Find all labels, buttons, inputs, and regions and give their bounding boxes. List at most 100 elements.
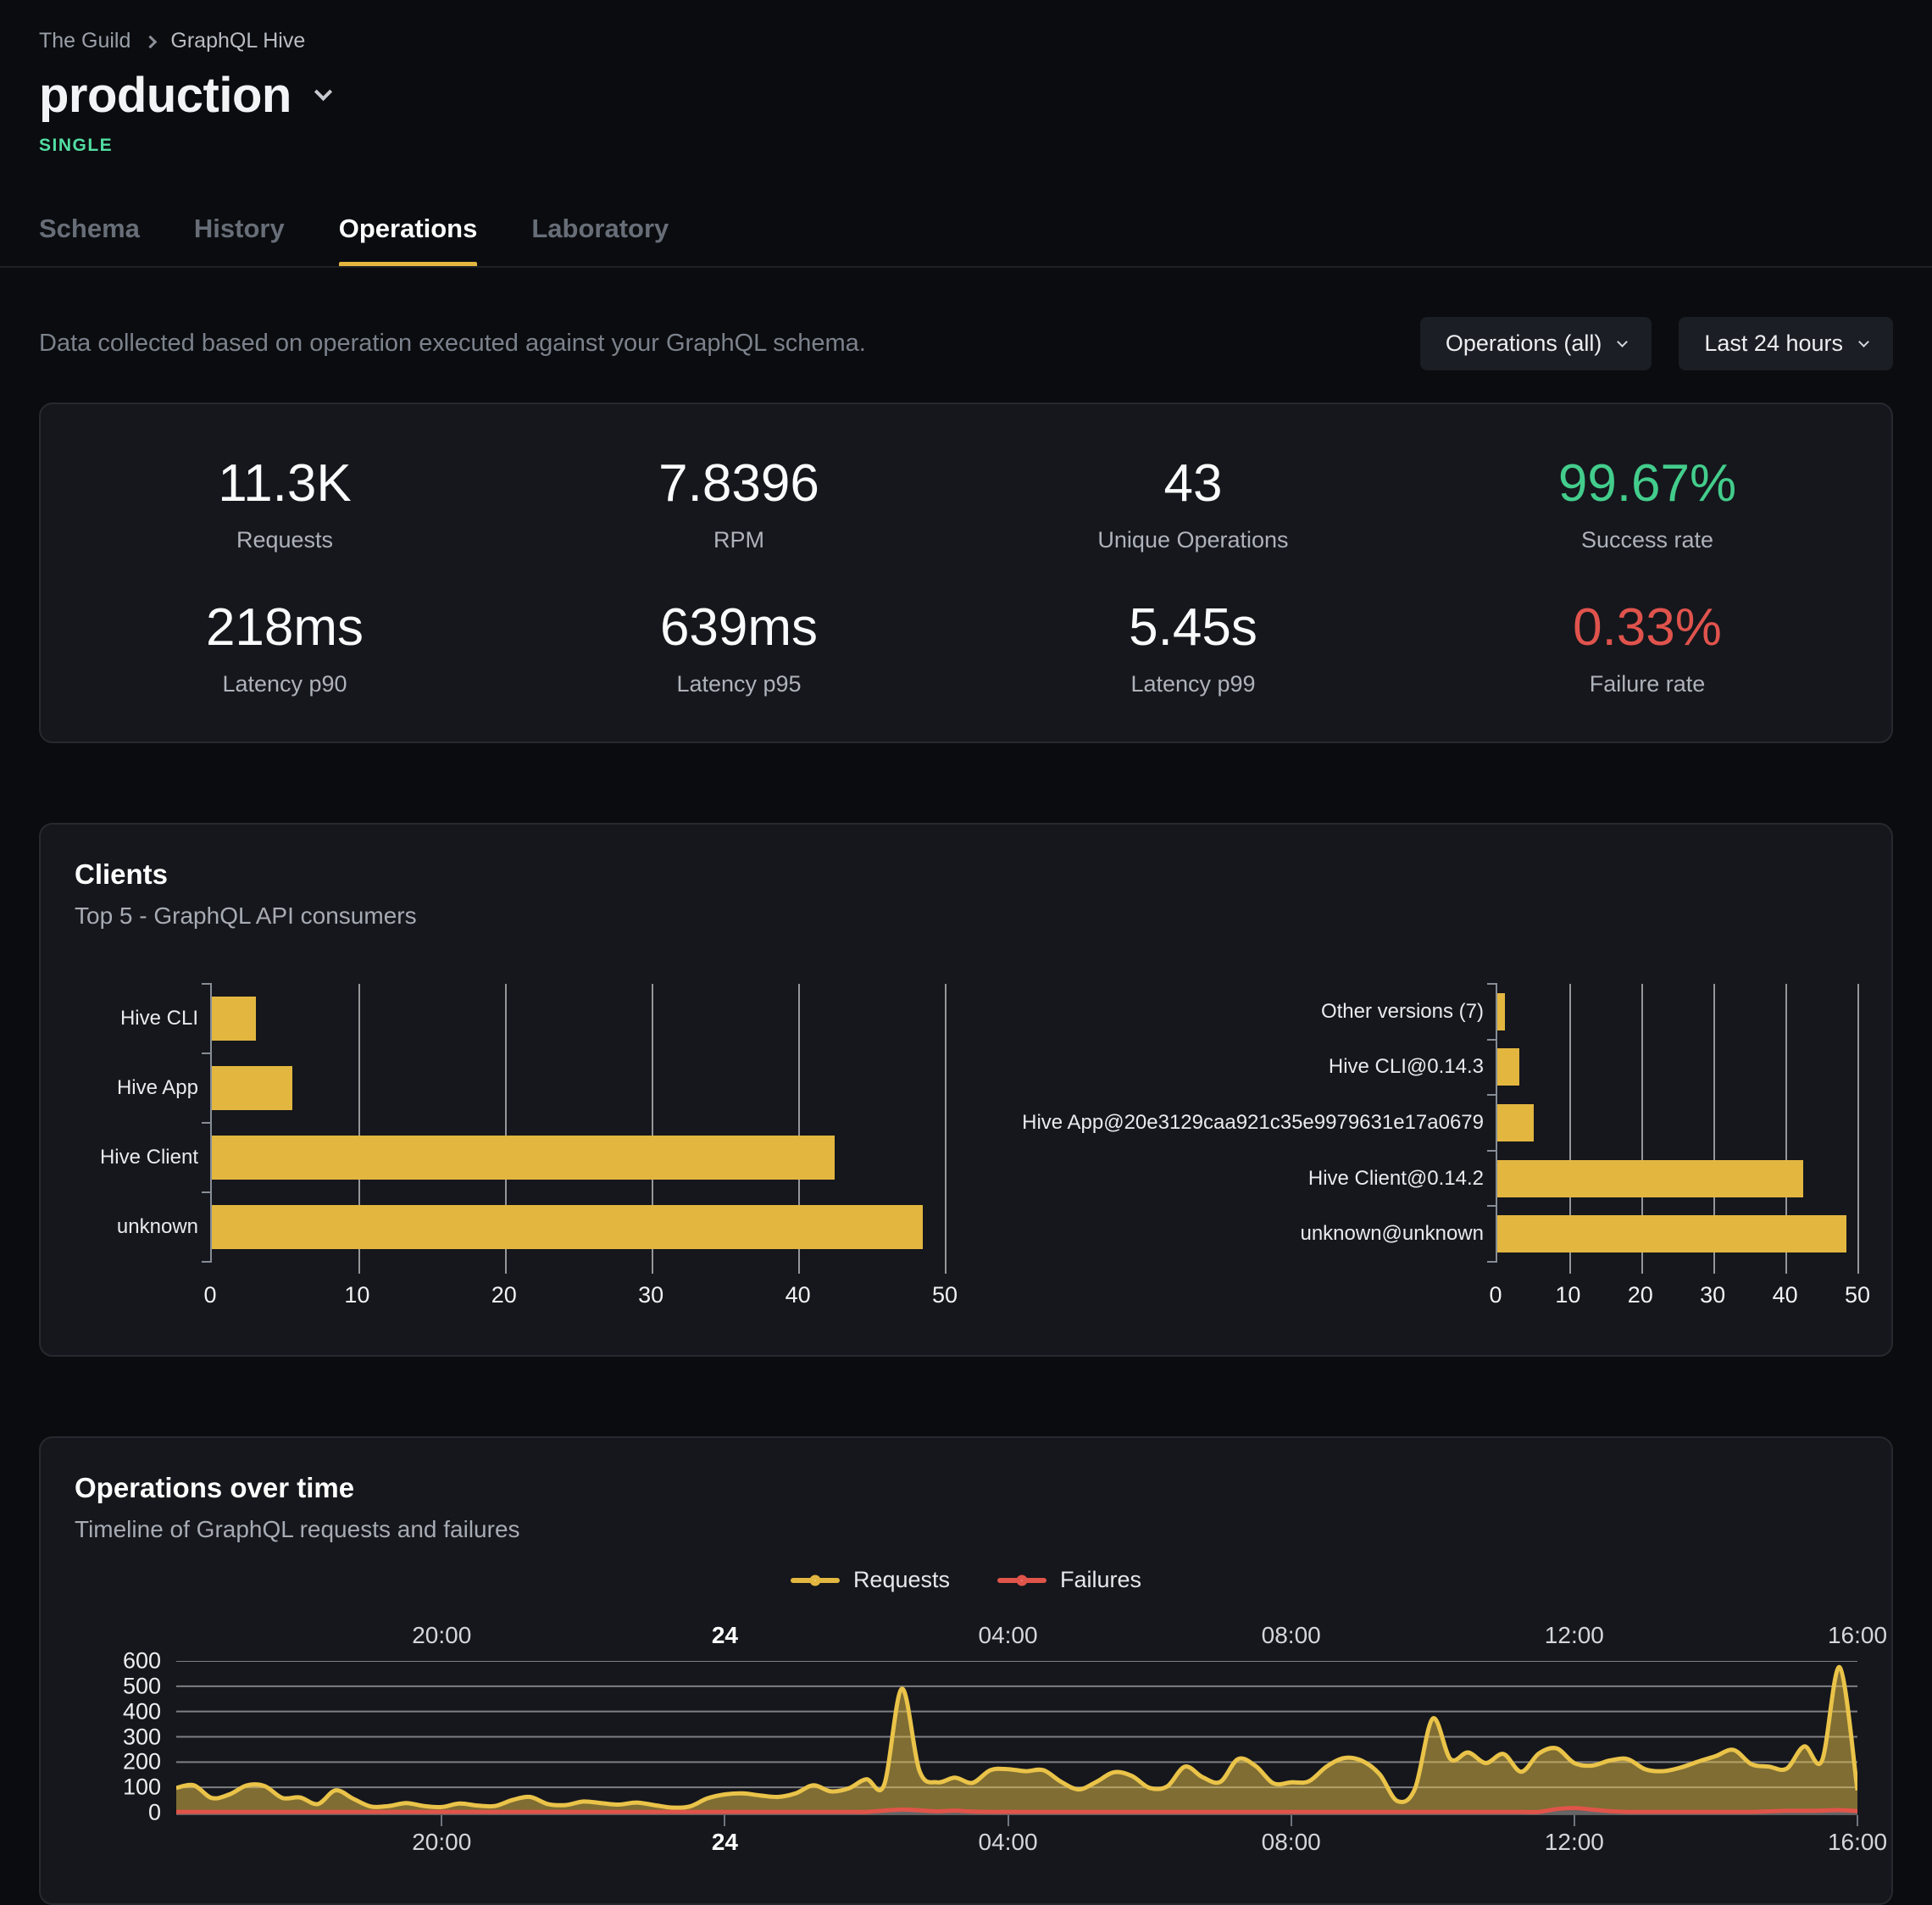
clients-card-title: Clients <box>75 858 169 890</box>
bar-axis-tick-label: 20 <box>491 1282 517 1308</box>
stat-label: Unique Operations <box>1097 527 1289 553</box>
bar-category-label: Other versions (7) <box>1320 999 1484 1023</box>
legend-label: Failures <box>1060 1567 1142 1592</box>
tab-bar: Schema History Operations Laboratory <box>39 214 1893 268</box>
collection-description: Data collected based on operation execut… <box>39 330 866 357</box>
tab-schema[interactable]: Schema <box>39 214 140 243</box>
bar <box>212 1205 924 1249</box>
x-axis-label-top: 24 <box>711 1622 738 1648</box>
stat-unique-operations: 43 Unique Operations <box>966 453 1420 553</box>
timeline-plot <box>176 1661 1857 1815</box>
requests-series-area <box>176 1667 1857 1815</box>
stat-value: 639ms <box>659 598 819 657</box>
bar-gridline <box>945 984 947 1274</box>
timeline-legend: Requests Failures <box>75 1567 1857 1593</box>
timeline-bottom-axis: 20:00 24 04:00 08:00 12:00 16:00 <box>176 1815 1887 1869</box>
breadcrumb-org[interactable]: The Guild <box>39 29 131 53</box>
stats-summary-card: 11.3K Requests 7.8396 RPM 43 Unique Operation… <box>39 403 1893 743</box>
bar-gridline <box>358 984 360 1274</box>
page-title: production <box>39 68 291 123</box>
legend-item-requests[interactable]: Requests <box>790 1567 951 1593</box>
tab-laboratory[interactable]: Laboratory <box>531 214 669 243</box>
bar-category-label: Hive CLI <box>119 1007 198 1030</box>
time-range-value: Last 24 hours <box>1704 330 1843 356</box>
bar-category-tick <box>1487 1261 1497 1263</box>
bar-axis-tick-label: 10 <box>344 1282 370 1308</box>
x-axis-label-bottom: 12:00 <box>1544 1829 1604 1855</box>
bar-category-tick <box>202 1052 212 1054</box>
bar-rows <box>1497 984 1857 1262</box>
legend-ring <box>809 1575 821 1586</box>
bar-category-label: Hive App <box>116 1076 198 1099</box>
bar-row <box>1497 1040 1857 1096</box>
graphql-hive-operations-page: The Guild GraphQL Hive production SINGLE… <box>0 0 1932 268</box>
x-axis-tick <box>441 1815 443 1826</box>
stat-label: Failure rate <box>1589 671 1706 697</box>
bar-row <box>212 1192 945 1262</box>
tab-operations[interactable]: Operations <box>338 214 477 268</box>
bar-gridline <box>798 984 800 1274</box>
bar-category-label: Hive CLI@0.14.3 <box>1328 1055 1484 1079</box>
operations-filter-value: Operations (all) <box>1445 330 1602 356</box>
time-range-dropdown[interactable]: Last 24 hours <box>1679 317 1893 370</box>
bar-axis-tick-label: 30 <box>638 1282 664 1308</box>
x-axis-tick <box>1857 1815 1858 1826</box>
bar-axis-tick-label: 40 <box>1772 1282 1798 1308</box>
operations-card-subtitle: Timeline of GraphQL requests and failure… <box>75 1516 520 1542</box>
filter-row: Data collected based on operation execut… <box>39 317 1893 370</box>
tab-divider <box>0 266 1932 268</box>
bar-gridline <box>652 984 653 1274</box>
clients-by-name-chart: Hive CLI Hive App Hive Client unknown 0 10 20… <box>75 983 958 1321</box>
breadcrumb-project[interactable]: GraphQL Hive <box>170 29 306 53</box>
chevron-down-icon <box>1617 336 1629 347</box>
clients-charts-row: Hive CLI Hive App Hive Client unknown 0 10 20… <box>75 983 1870 1321</box>
bar-category-label: Hive App@20e3129caa921c35e9979631e17a067… <box>1022 1110 1484 1134</box>
bar-axis-tick-label: 0 <box>203 1282 217 1308</box>
x-axis-tick <box>1007 1815 1009 1826</box>
stat-label: Requests <box>236 527 334 553</box>
bar <box>212 997 256 1041</box>
bar <box>1497 1103 1534 1141</box>
bar-axis-tick-label: 50 <box>931 1282 958 1308</box>
failures-series-line <box>176 1806 1857 1814</box>
legend-marker <box>997 1569 1047 1591</box>
stat-latency-p99: 5.45s Latency p99 <box>966 597 1420 697</box>
legend-item-failures[interactable]: Failures <box>997 1567 1141 1593</box>
bar-gridline <box>505 984 507 1274</box>
bar-axis-tick-label: 20 <box>1627 1282 1653 1308</box>
bar-row <box>212 984 945 1053</box>
stat-requests: 11.3K Requests <box>58 453 512 553</box>
bar <box>1497 1048 1519 1086</box>
timeline-chart: 20:00 24 04:00 08:00 12:00 16:00 0 100 200 300 40… <box>75 1615 1887 1869</box>
legend-ring <box>1016 1575 1028 1586</box>
operations-filter-dropdown[interactable]: Operations (all) <box>1419 317 1652 370</box>
bar-category-tick <box>202 1191 212 1193</box>
stat-label: RPM <box>713 527 764 553</box>
chevron-right-icon <box>144 35 158 49</box>
stat-value: 11.3K <box>218 454 352 513</box>
bar-gridline <box>1785 984 1787 1274</box>
bar-category-label: unknown@unknown <box>1300 1222 1484 1246</box>
x-axis-label-top: 08:00 <box>1261 1622 1321 1648</box>
stat-rpm: 7.8396 RPM <box>512 453 966 553</box>
bar-gridline <box>1857 984 1859 1274</box>
bar-gridline <box>1641 984 1643 1274</box>
x-axis-label-bottom: 08:00 <box>1261 1829 1321 1855</box>
stat-value: 7.8396 <box>658 454 819 513</box>
clients-card-subtitle: Top 5 - GraphQL API consumers <box>75 903 417 929</box>
tab-history[interactable]: History <box>193 214 285 243</box>
bar-axis-tick-label: 50 <box>1844 1282 1871 1308</box>
bar-row <box>1497 1095 1857 1151</box>
target-title-row: production <box>39 67 1893 124</box>
stat-value: 218ms <box>205 598 364 657</box>
x-axis-label-top: 16:00 <box>1827 1622 1888 1648</box>
x-axis-tick <box>1573 1815 1575 1826</box>
bar-category-tick <box>1487 1094 1497 1097</box>
timeline-y-axis: 0 100 200 300 400 500 600 <box>75 1648 176 1825</box>
chevron-down-icon[interactable] <box>314 82 332 102</box>
stat-value: 99.67% <box>1557 454 1737 513</box>
bar-category-tick <box>202 983 212 985</box>
bar-rows <box>212 984 945 1262</box>
legend-label: Requests <box>852 1567 951 1592</box>
bar-axis-tick-label: 40 <box>785 1282 811 1308</box>
